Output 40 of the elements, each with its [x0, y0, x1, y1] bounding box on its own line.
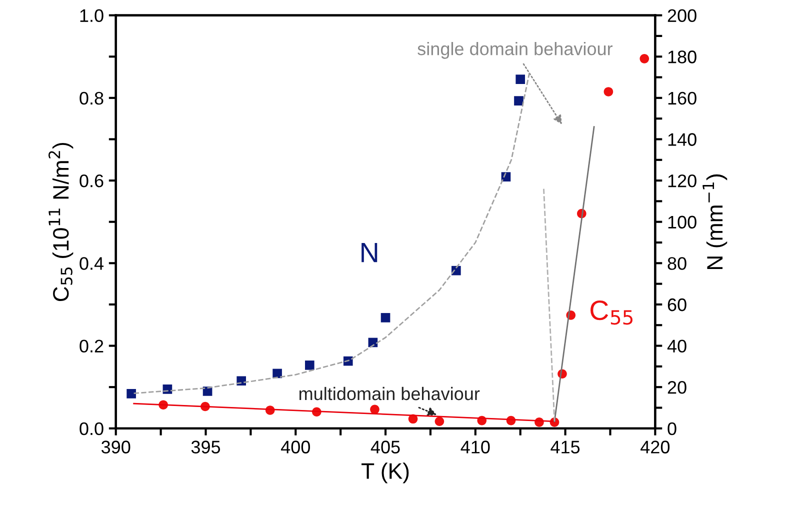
- point: [514, 96, 524, 106]
- y2-tick-label: 40: [667, 340, 686, 352]
- y2-tick-label: 60: [668, 298, 686, 312]
- x-tick-label: 410: [460, 440, 490, 454]
- series-label: N: [362, 242, 378, 262]
- point: [640, 54, 650, 64]
- y2-axis-title: N (mm$^{−1}$): [702, 174, 728, 270]
- y2-tick-label: 200: [668, 9, 696, 22]
- x-tick-label: 405: [370, 440, 400, 454]
- y2-tick-label: 120: [668, 174, 696, 188]
- y2-tick-label: 0: [668, 422, 676, 436]
- y2-tick-label: 160: [668, 92, 696, 105]
- point: [516, 74, 526, 84]
- point: [304, 360, 314, 370]
- y-tick-label: 0.6: [80, 174, 104, 188]
- point: [434, 416, 444, 426]
- y-tick-label: 0.4: [80, 257, 104, 270]
- point: [370, 404, 380, 414]
- x-tick-label: 415: [550, 440, 580, 454]
- x-axis-title: T (K): [362, 462, 409, 484]
- y-tick-label: 0.2: [80, 340, 104, 352]
- x-tick-label: 420: [640, 440, 670, 454]
- y2-tick-label: 180: [668, 50, 696, 64]
- y-tick-label: 1.0: [80, 9, 104, 22]
- point: [126, 389, 136, 398]
- x-tick-label: 390: [101, 440, 130, 454]
- y2-tick-label: 20: [668, 381, 686, 394]
- point: [604, 87, 614, 96]
- y-axis-title: C$_{55}$ (10$^{11}$ N/m$^{2}$): [48, 142, 74, 302]
- y-tick-label: 0.0: [80, 422, 104, 436]
- x-tick-label: 400: [280, 440, 310, 454]
- y2-tick-label: 140: [668, 133, 696, 146]
- series-label: C$_{55}$: [590, 300, 632, 325]
- y2-tick-label: 100: [668, 216, 696, 229]
- annotation: single domain behaviour: [418, 42, 613, 59]
- x-tick-label: 395: [191, 440, 220, 454]
- y-tick-label: 0.8: [80, 92, 104, 105]
- annotation: multidomain behaviour: [299, 386, 480, 400]
- y2-tick-label: 80: [668, 257, 686, 270]
- point: [380, 313, 390, 322]
